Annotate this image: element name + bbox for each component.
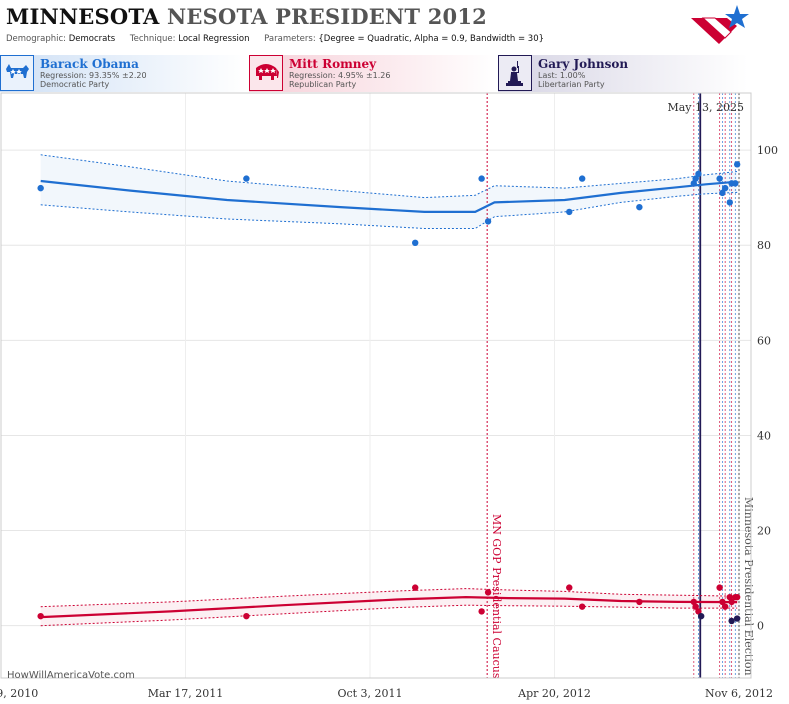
candidate-stat: Regression: 93.35% ±2.20 <box>40 71 147 80</box>
demographic-label: Demographic: <box>6 34 67 44</box>
liberty-statue-icon <box>498 55 532 91</box>
x-tick-label: Mar 17, 2011 <box>148 687 224 700</box>
parameters-label: Parameters: <box>264 34 316 44</box>
mitt-romney-poll-point <box>721 603 729 610</box>
candidate-stat: Regression: 4.95% ±1.26 <box>289 71 391 80</box>
y-tick-label: 80 <box>757 239 771 252</box>
barack-obama-poll-point <box>726 199 733 206</box>
candidate-party: Democratic Party <box>40 80 110 89</box>
barack-obama-poll-point <box>732 180 739 187</box>
y-tick-label: 20 <box>757 525 771 538</box>
mitt-romney-poll-point <box>484 589 492 596</box>
gary-johnson-poll-point <box>697 612 705 620</box>
y-tick-label: 40 <box>757 429 771 442</box>
title-state: MINNESOTA <box>6 4 160 29</box>
parameters-value: {Degree = Quadratic, Alpha = 0.9, Bandwi… <box>318 34 545 44</box>
y-tick-label: 60 <box>757 334 771 347</box>
candidate-name: Gary Johnson <box>538 57 629 71</box>
barack-obama-poll-point <box>733 161 741 168</box>
gary-johnson-poll-point <box>728 617 735 625</box>
mitt-romney-poll-point <box>719 598 726 606</box>
elephant-icon <box>249 55 283 91</box>
mitt-romney-poll-point <box>412 584 419 591</box>
barack-obama-poll-point <box>578 175 586 182</box>
plot-frame <box>0 92 752 679</box>
mitt-romney-poll-point <box>728 598 735 606</box>
demographic-value: Democrats <box>68 34 116 44</box>
event-label: Minnesota Presidential Election <box>742 497 755 676</box>
mitt-romney-poll-point <box>636 598 643 606</box>
mitt-romney-poll-point <box>578 603 586 610</box>
star-flag-logo-icon[interactable] <box>689 4 751 48</box>
candidate-name: Barack Obama <box>40 57 139 71</box>
mitt-romney-band-lower <box>40 604 738 627</box>
poll-chart: MN GOP Presidential Caucus Minnesota Pres… <box>0 92 778 700</box>
barack-obama-poll-point <box>478 175 485 182</box>
current-date-label: May 13, 2025 <box>667 101 744 114</box>
mitt-romney-poll-point <box>733 593 741 601</box>
barack-obama-poll-point <box>636 203 643 211</box>
barack-obama-poll-point <box>412 239 419 247</box>
mitt-romney-poll-point <box>37 612 44 620</box>
barack-obama-poll-point <box>692 175 699 182</box>
watermark-text: HowWillAmericaVote.com <box>7 670 135 681</box>
barack-obama-poll-point <box>719 189 726 197</box>
candidate-card-johnson[interactable]: Gary Johnson Last: 1.00% Libertarian Par… <box>498 55 748 92</box>
technique-label: Technique: <box>129 34 176 44</box>
x-tick-label: Apr 20, 2012 <box>517 687 591 700</box>
y-tick-label: 100 <box>757 144 778 157</box>
candidate-party: Republican Party <box>289 80 357 89</box>
barack-obama-trend-line <box>40 179 738 213</box>
barack-obama-poll-point <box>695 170 702 178</box>
x-tick-label: Nov 6, 2012 <box>705 687 773 700</box>
mitt-romney-band-upper <box>40 588 738 608</box>
mitt-romney-poll-point <box>566 584 573 591</box>
x-tick-label: Oct 3, 2011 <box>337 687 402 700</box>
title-rest: NESOTA PRESIDENT 2012 <box>167 4 487 29</box>
mitt-romney-poll-point <box>692 603 699 610</box>
barack-obama-poll-point <box>716 175 723 182</box>
barack-obama-confidence-band <box>40 154 738 229</box>
barack-obama-poll-point <box>721 184 729 192</box>
candidate-stat: Last: 1.00% <box>538 71 586 80</box>
chart-parameters: Demographic: Democrats Technique: Local … <box>6 34 556 44</box>
mitt-romney-poll-point <box>243 612 250 620</box>
mitt-romney-trend-line <box>40 595 738 619</box>
y-tick-label: 0 <box>757 620 764 633</box>
donkey-icon <box>0 55 34 91</box>
event-label: MN GOP Presidential Caucus <box>490 514 503 679</box>
candidate-party: Libertarian Party <box>538 80 605 89</box>
candidate-legend: Barack Obama Regression: 93.35% ±2.20 De… <box>0 55 789 92</box>
candidate-name: Mitt Romney <box>289 57 377 71</box>
x-tick-label: Aug 29, 2010 <box>0 687 38 700</box>
mitt-romney-poll-point <box>716 584 723 591</box>
barack-obama-poll-point <box>484 218 492 225</box>
barack-obama-poll-point <box>566 208 573 216</box>
mitt-romney-poll-point <box>478 608 485 615</box>
page-title: MINNESOTA NESOTA PRESIDENT 2012 <box>6 4 487 29</box>
barack-obama-poll-point <box>243 175 250 182</box>
mitt-romney-poll-point <box>695 608 702 615</box>
gary-johnson-poll-point <box>733 615 741 622</box>
barack-obama-poll-point <box>37 184 44 192</box>
technique-value: Local Regression <box>178 34 250 44</box>
candidate-card-romney[interactable]: Mitt Romney Regression: 4.95% ±1.26 Repu… <box>249 55 496 92</box>
candidate-card-obama[interactable]: Barack Obama Regression: 93.35% ±2.20 De… <box>0 55 247 92</box>
